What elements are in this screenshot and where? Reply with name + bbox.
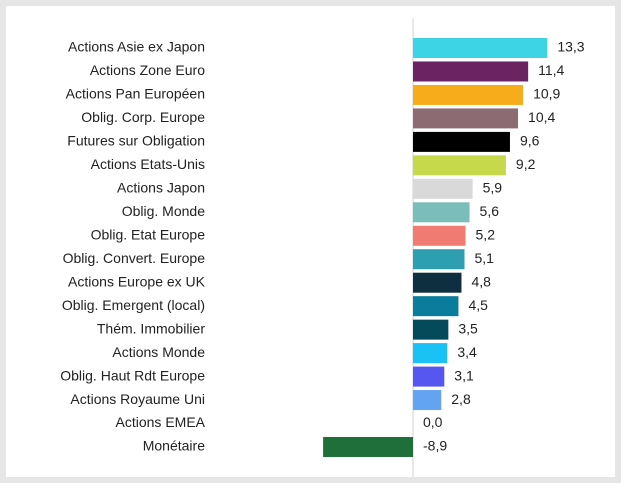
- panel: [6, 6, 615, 477]
- bar: [413, 61, 529, 82]
- bar: [413, 155, 506, 176]
- category-label: Actions EMEA: [116, 414, 206, 430]
- value-label: -8,9: [423, 438, 447, 454]
- value-label: 13,3: [557, 39, 584, 55]
- category-label: Oblig. Convert. Europe: [63, 250, 206, 266]
- category-label: Actions Etats-Unis: [91, 156, 205, 172]
- bar: [413, 272, 462, 293]
- value-label: 9,2: [516, 156, 536, 172]
- bar: [413, 202, 470, 223]
- category-label: Actions Europe ex UK: [68, 273, 206, 289]
- bar: [413, 38, 548, 58]
- value-label: 4,5: [468, 297, 488, 313]
- bar: [413, 249, 465, 270]
- bar: [413, 390, 442, 411]
- category-label: Actions Monde: [112, 344, 205, 360]
- value-label: 4,8: [471, 273, 491, 289]
- category-label: Oblig. Etat Europe: [91, 226, 206, 242]
- value-label: 10,4: [528, 109, 555, 125]
- bar: [323, 436, 413, 457]
- bar: [413, 84, 524, 105]
- category-label: Actions Zone Euro: [90, 62, 205, 78]
- value-label: 11,4: [538, 62, 564, 78]
- value-label: 10,9: [533, 86, 560, 102]
- category-label: Oblig. Monde: [122, 203, 205, 219]
- value-label: 5,1: [475, 250, 495, 266]
- value-label: 0,0: [423, 414, 443, 430]
- value-label: 5,9: [483, 180, 503, 196]
- value-label: 3,4: [457, 344, 477, 360]
- category-label: Actions Asie ex Japon: [68, 39, 205, 55]
- value-label: 3,1: [454, 367, 474, 383]
- category-label: Thém. Immobilier: [97, 320, 205, 336]
- bar: [413, 296, 459, 317]
- value-label: 9,6: [520, 133, 540, 149]
- bar: [413, 343, 448, 364]
- value-label: 3,5: [458, 320, 478, 336]
- bar: [413, 178, 473, 199]
- bar: [413, 225, 466, 246]
- category-label: Oblig. Emergent (local): [62, 297, 205, 313]
- category-label: Actions Pan Européen: [66, 86, 205, 102]
- bar: [413, 108, 519, 129]
- category-label: Actions Japon: [117, 180, 205, 196]
- category-label: Actions Royaume Uni: [70, 391, 205, 407]
- category-label: Oblig. Haut Rdt Europe: [60, 367, 205, 383]
- bar: [413, 319, 449, 340]
- category-label: Monétaire: [143, 438, 205, 454]
- value-label: 5,6: [480, 203, 500, 219]
- bar: [413, 366, 445, 387]
- category-label: Futures sur Obligation: [67, 133, 205, 149]
- category-label: Oblig. Corp. Europe: [81, 109, 205, 125]
- value-label: 2,8: [451, 391, 471, 407]
- bar: [413, 131, 510, 152]
- value-label: 5,2: [476, 226, 496, 242]
